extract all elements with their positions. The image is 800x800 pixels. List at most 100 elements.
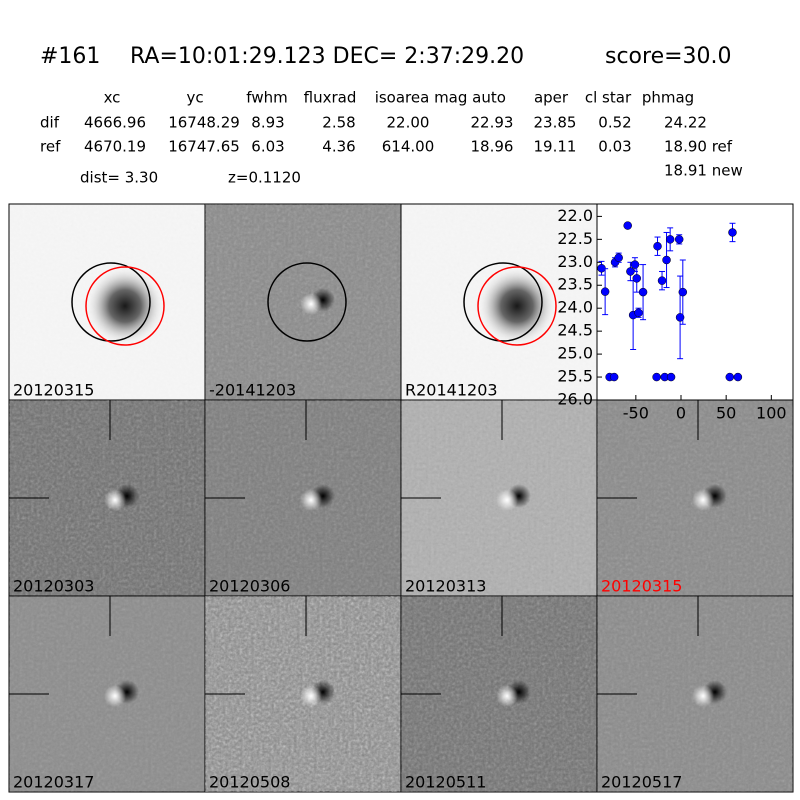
- point: [634, 308, 643, 318]
- row-label: ref: [40, 138, 61, 156]
- table-cell: 6.03: [251, 138, 284, 156]
- bright-residual: [692, 489, 714, 511]
- aperture-new: [477, 266, 557, 346]
- point: [653, 241, 662, 251]
- table-cell: 614.00: [382, 138, 435, 156]
- point: [733, 372, 743, 382]
- point: [623, 221, 632, 230]
- y-tick-label: 24.0: [557, 298, 593, 317]
- stamp: 20120313: [400, 399, 598, 597]
- stamp-label: 20120517: [601, 773, 682, 792]
- point: [674, 235, 684, 244]
- bright-residual: [300, 685, 322, 707]
- stamp: 20120306: [204, 399, 402, 597]
- aperture-ref: [71, 262, 151, 342]
- bright-residual: [104, 489, 126, 511]
- point: [614, 253, 623, 262]
- x-tick-label: -50: [623, 404, 649, 423]
- x-tick-label: 100: [756, 404, 787, 423]
- column-header: phmag: [642, 89, 694, 107]
- point: [657, 276, 667, 285]
- stamp: 20120511: [400, 595, 598, 793]
- point: [652, 372, 661, 382]
- stamp-label: -20141203: [209, 381, 296, 400]
- table-cell: 0.03: [598, 138, 631, 156]
- table-cell: 19.11: [534, 138, 577, 156]
- stamp: 20120317: [8, 595, 206, 793]
- stamp: -20141203: [204, 203, 402, 401]
- point: [600, 287, 610, 296]
- bright-residual: [496, 685, 518, 707]
- column-header: cl star: [585, 89, 632, 107]
- point: [665, 235, 675, 244]
- stamp-label: 20120303: [13, 577, 94, 596]
- column-header: aper: [534, 89, 569, 107]
- column-header: yc: [186, 89, 203, 107]
- stamp-label: 20120315: [13, 381, 94, 400]
- table-cell: 4.36: [322, 138, 355, 156]
- y-tick-label: 23.0: [557, 252, 593, 271]
- bright-residual: [496, 489, 518, 511]
- y-tick-label: 22.5: [557, 229, 593, 248]
- redshift: z=0.1120: [228, 169, 301, 187]
- table-cell: 18.90 ref: [664, 138, 733, 156]
- stamp-label: 20120317: [13, 773, 94, 792]
- point: [678, 287, 688, 297]
- point: [675, 313, 685, 322]
- point: [728, 228, 737, 237]
- bright-residual: [300, 293, 322, 315]
- bright-residual: [300, 489, 322, 511]
- table-cell: 8.93: [251, 114, 284, 132]
- x-tick-label: 0: [676, 404, 686, 423]
- table-cell: 23.85: [534, 114, 577, 132]
- table-cell: 16748.29: [168, 114, 240, 132]
- table-cell: 16747.65: [168, 138, 240, 156]
- bright-residual: [104, 685, 126, 707]
- table-cell: 2.58: [322, 114, 355, 132]
- y-tick-label: 25.0: [557, 344, 593, 363]
- stamp: 20120517: [596, 595, 794, 793]
- table-cell: 4670.19: [84, 138, 146, 156]
- point: [638, 287, 648, 297]
- table-cell: 18.96: [471, 138, 514, 156]
- point: [666, 372, 676, 382]
- stamp: 20120508: [204, 595, 402, 793]
- x-tick-label: 50: [716, 404, 736, 423]
- aperture-ref: [463, 262, 543, 342]
- aperture-new: [85, 266, 165, 346]
- y-tick-label: 25.5: [557, 367, 593, 386]
- y-tick-label: 23.5: [557, 275, 593, 294]
- coordinates: RA=10:01:29.123 DEC= 2:37:29.20: [130, 44, 524, 69]
- phmag-new: 18.91 new: [664, 162, 743, 180]
- y-tick-label: 24.5: [557, 321, 593, 340]
- table-cell: 4666.96: [84, 114, 146, 132]
- object-id: #161: [40, 44, 100, 69]
- stamp: R20141203: [400, 203, 598, 401]
- plot-area: [596, 203, 794, 401]
- stamp-label: 20120313: [405, 577, 486, 596]
- distance: dist= 3.30: [80, 169, 158, 187]
- table-cell: 22.00: [387, 114, 430, 132]
- score: score=30.0: [605, 44, 732, 69]
- y-tick-label: 26.0: [557, 390, 593, 409]
- table-cell: 0.52: [598, 114, 631, 132]
- stamp-label: 20120508: [209, 773, 290, 792]
- point: [609, 372, 619, 382]
- stamp-label: 20120315: [601, 577, 682, 596]
- stamp-label: R20141203: [405, 381, 498, 400]
- table-cell: 24.22: [664, 114, 707, 132]
- column-header: isoarea: [375, 89, 430, 107]
- point: [662, 255, 671, 265]
- point: [632, 274, 641, 283]
- row-label: dif: [40, 114, 60, 132]
- y-tick-label: 22.0: [557, 206, 593, 225]
- column-header: mag auto: [434, 89, 506, 107]
- stamp-label: 20120306: [209, 577, 290, 596]
- table-cell: 22.93: [471, 114, 514, 132]
- stamp: 20120315: [596, 399, 794, 597]
- source: [477, 266, 557, 346]
- column-header: fwhm: [246, 89, 287, 107]
- column-header: fluxrad: [304, 89, 357, 107]
- source: [85, 266, 165, 346]
